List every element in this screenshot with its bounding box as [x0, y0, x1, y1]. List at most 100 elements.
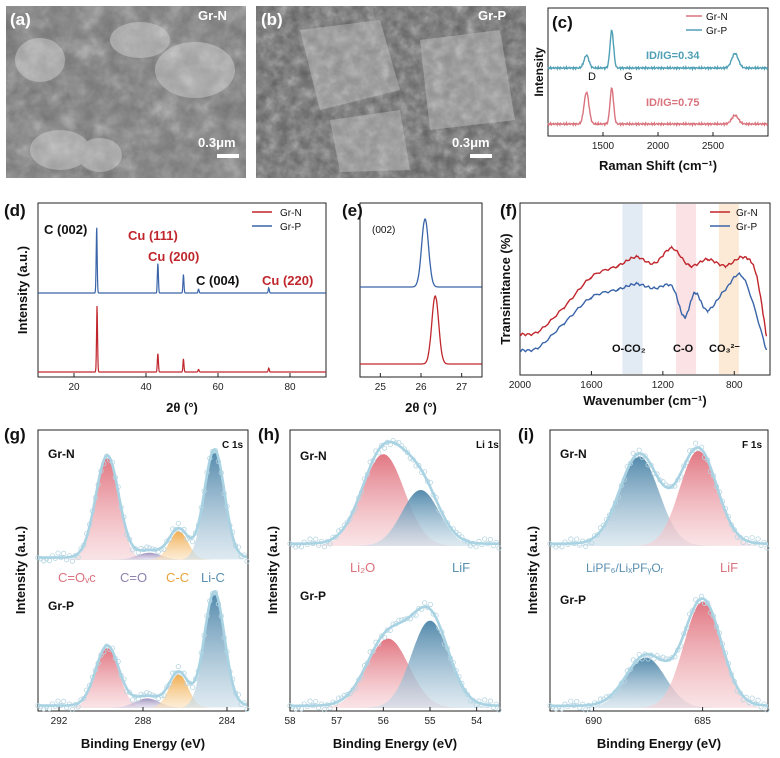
- raw-data-point: [404, 449, 411, 456]
- series-line-gr-p: [547, 29, 769, 72]
- raw-data-point: [313, 698, 319, 705]
- x-tick-label: 58: [284, 716, 296, 727]
- peak-label-d: D: [588, 71, 596, 83]
- raw-data-point: [190, 539, 196, 545]
- component-label-li-c: Li-C: [201, 570, 225, 585]
- y-axis-label-c: Intensity: [532, 47, 546, 97]
- raw-data-point: [574, 536, 580, 542]
- component-peak: [290, 638, 499, 708]
- x-tick-label: 56: [378, 716, 390, 727]
- axes-d: [37, 202, 327, 378]
- x-axis-label-g: Binding Energy (eV): [81, 736, 205, 751]
- panel-label-d: (d): [4, 201, 26, 220]
- component-label-li2o: Li₂O: [350, 560, 375, 575]
- axes-c: [547, 7, 769, 137]
- raw-data-point: [421, 600, 428, 606]
- raw-data-point: [175, 663, 181, 670]
- raw-data-point: [61, 698, 67, 705]
- panel-d: (d) C (002) Cu (111) Cu (200) C (004) Cu…: [4, 201, 327, 415]
- raw-data-point: [755, 536, 761, 542]
- raw-data-point: [175, 520, 181, 526]
- series-line-gr-p: [38, 227, 326, 294]
- raw-data-point: [244, 558, 250, 564]
- sem-flakes-b: [300, 20, 515, 172]
- x-tick-label: 40: [140, 382, 152, 393]
- x-tick-label: 27: [456, 382, 468, 393]
- panel-label-h: (h): [258, 425, 280, 444]
- raw-data-point: [487, 698, 494, 704]
- panel-i: (i) F 1s Gr-N Gr-P LiPF₆/LiₓPFᵧOᵣ LiF 69…: [518, 425, 770, 751]
- scale-label-b: 0.3μm: [452, 135, 490, 150]
- component-peak: [38, 458, 247, 560]
- component-peak: [550, 601, 768, 708]
- series-line-gr-n: [38, 305, 326, 373]
- peak-label-cu200: Cu (200): [148, 249, 199, 264]
- panel-label-f: (f): [500, 201, 517, 220]
- envelope-fit-line: [290, 605, 500, 708]
- component-peak: [550, 657, 768, 708]
- core-level-title-h: Li 1s: [476, 440, 499, 451]
- scale-bar-a: [217, 154, 239, 158]
- x-tick-label: 2000: [509, 380, 532, 391]
- raw-data-point: [55, 698, 61, 704]
- component-peak: [38, 648, 247, 708]
- raw-data-point: [61, 550, 67, 556]
- sample-label-gr-n: Gr-N: [300, 449, 327, 463]
- raw-data-point: [764, 707, 770, 713]
- x-tick-label: 685: [694, 716, 711, 727]
- panel-c: (c) ID/IG=0.34 ID/IG=0.75 D G Gr-N Gr-P …: [532, 7, 769, 173]
- core-level-title-i: F 1s: [742, 440, 762, 451]
- raw-data-point: [321, 707, 327, 713]
- x-ticks-c: 1500 2000 2500: [592, 132, 725, 152]
- legend-label-gr-p: Gr-P: [736, 222, 757, 233]
- raw-data-point: [496, 545, 502, 551]
- raw-data-point: [144, 544, 150, 550]
- raw-data-point: [589, 540, 595, 546]
- raw-data-point: [693, 440, 699, 446]
- y-axis-label-h: Intensity (a.u.): [265, 526, 280, 614]
- envelope-fit-line: [38, 448, 248, 559]
- raw-data-point: [574, 698, 580, 705]
- raw-data-point: [473, 544, 479, 550]
- x-tick-label: 26: [415, 382, 427, 393]
- raw-data-point: [244, 706, 250, 712]
- x-tick-label: 57: [331, 716, 343, 727]
- raw-data-point: [190, 684, 196, 691]
- panel-label-c: (c): [552, 13, 573, 32]
- raw-data-point: [583, 543, 589, 549]
- peak-label-g: G: [624, 71, 633, 83]
- series-line-gr-p: [360, 217, 482, 288]
- component-peak: [550, 450, 768, 546]
- envelope-fit-line: [38, 590, 248, 707]
- sample-label-gr-n: Gr-N: [560, 447, 587, 461]
- component-peak: [290, 454, 499, 546]
- x-axis-label-d: 2θ (°): [166, 400, 198, 415]
- sem-texture-a: [6, 6, 246, 178]
- x-axis-label-e: 2θ (°): [405, 400, 437, 415]
- plot-h: [287, 438, 502, 713]
- raw-data-point: [487, 536, 494, 543]
- x-tick-label: 288: [135, 716, 152, 727]
- raw-data-point: [307, 536, 313, 542]
- peak-label-cu220: Cu (220): [262, 273, 313, 288]
- x-axis-label-i: Binding Energy (eV): [597, 736, 721, 751]
- component-peak: [38, 698, 247, 708]
- component-peak: [290, 490, 499, 546]
- legend-label-gr-n: Gr-N: [280, 208, 302, 219]
- x-tick-label: 690: [585, 716, 602, 727]
- component-peak: [550, 456, 768, 546]
- component-peak: [38, 552, 247, 560]
- x-tick-label: 2500: [702, 141, 725, 152]
- panel-f: (f) O-CO₂ C-O CO₃²⁻ Gr-N Gr-P 2000 1600 12…: [498, 201, 771, 408]
- raw-data-point: [327, 705, 333, 711]
- raw-data-point: [384, 627, 390, 633]
- x-ticks-e: 25 26 27: [375, 373, 468, 393]
- y-axis-label-i: Intensity (a.u.): [525, 526, 540, 614]
- x-tick-label: 800: [726, 380, 743, 391]
- component-label-lipf6: LiPF₆/LiₓPFᵧOᵣ: [586, 561, 664, 575]
- band-label-co: C-O: [673, 343, 694, 355]
- band-highlight: [622, 204, 643, 374]
- envelope-fit-line: [550, 597, 769, 708]
- component-peak: [290, 620, 499, 708]
- y-axis-label-g: Intensity (a.u.): [13, 526, 28, 614]
